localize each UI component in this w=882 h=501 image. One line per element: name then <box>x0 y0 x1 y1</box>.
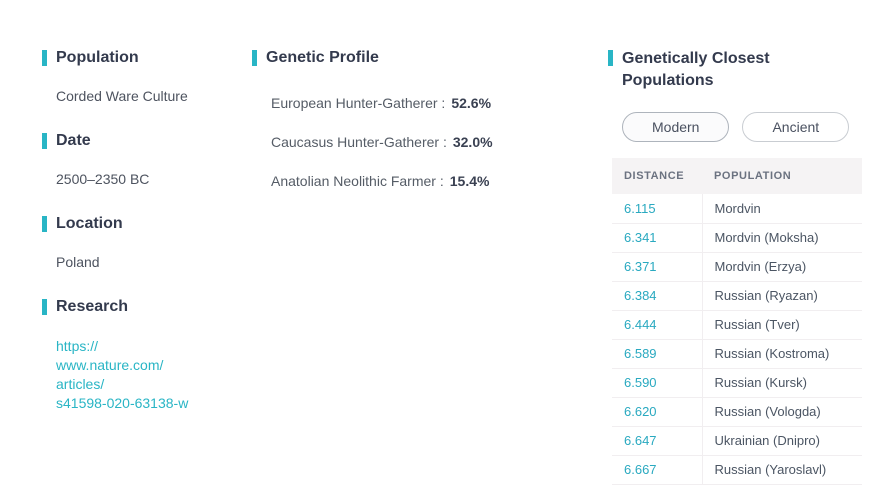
population-cell: Russian (Ryazan) <box>702 281 862 311</box>
research-link-line: https:// <box>56 338 99 354</box>
location-label: Location <box>56 215 123 232</box>
component-percentage: 15.4% <box>449 173 490 189</box>
population-cell: Mordvin <box>702 194 862 224</box>
profile-component: Caucasus Hunter-Gatherer : 32.0% <box>271 133 562 152</box>
table-row: 6.667 Russian (Yaroslavl) <box>612 455 862 485</box>
table-row: 6.589 Russian (Kostroma) <box>612 339 862 369</box>
research-link-line: s41598-020-63138-w <box>56 395 189 411</box>
distance-cell: 6.667 <box>612 455 703 485</box>
component-label: Anatolian Neolithic Farmer : <box>271 173 444 189</box>
table-row: 6.444 Russian (Tver) <box>612 310 862 340</box>
accent-bar <box>42 216 47 232</box>
location-section-header: Location <box>42 214 238 234</box>
accent-bar <box>252 50 257 66</box>
distance-cell: 6.590 <box>612 368 703 398</box>
population-value: Corded Ware Culture <box>56 88 188 104</box>
genetic-profile-panel: Genetic Profile European Hunter-Gatherer… <box>252 48 562 211</box>
profile-component: European Hunter-Gatherer : 52.6% <box>271 94 562 113</box>
profile-component: Anatolian Neolithic Farmer : 15.4% <box>271 172 562 191</box>
table-header-row: DISTANCE POPULATION <box>612 158 862 194</box>
genetic-profile-title: Genetic Profile <box>266 49 379 66</box>
population-cell: Mordvin (Moksha) <box>702 223 862 253</box>
distance-cell: 6.115 <box>612 194 703 224</box>
distance-cell: 6.444 <box>612 310 703 340</box>
genetic-profile-list: European Hunter-Gatherer : 52.6% Caucasus… <box>252 94 562 191</box>
genetic-profile-header: Genetic Profile <box>252 48 562 68</box>
table-row: 6.341 Mordvin (Moksha) <box>612 223 862 253</box>
distance-cell: 6.371 <box>612 252 703 282</box>
closest-populations-table: DISTANCE POPULATION 6.115 Mordvin 6.341 … <box>612 158 862 485</box>
date-value: 2500–2350 BC <box>56 171 150 187</box>
table-row: 6.384 Russian (Ryazan) <box>612 281 862 311</box>
closest-populations-header: Genetically Closest Populations <box>608 48 866 92</box>
distance-cell: 6.384 <box>612 281 703 311</box>
distance-cell: 6.341 <box>612 223 703 253</box>
population-cell: Russian (Vologda) <box>702 397 862 427</box>
population-section-header: Population <box>42 48 238 68</box>
table-row: 6.371 Mordvin (Erzya) <box>612 252 862 282</box>
accent-bar <box>42 50 47 66</box>
distance-column-header: DISTANCE <box>612 158 702 194</box>
population-cell: Russian (Kostroma) <box>702 339 862 369</box>
era-toggle-group: Modern Ancient <box>622 112 866 142</box>
distance-cell: 6.620 <box>612 397 703 427</box>
table-row: 6.590 Russian (Kursk) <box>612 368 862 398</box>
accent-bar <box>42 299 47 315</box>
population-cell: Russian (Yaroslavl) <box>702 455 862 485</box>
tab-ancient[interactable]: Ancient <box>742 112 850 142</box>
research-label: Research <box>56 298 129 315</box>
research-link-line: articles/ <box>56 376 105 392</box>
date-section-header: Date <box>42 131 238 151</box>
table-row: 6.115 Mordvin <box>612 194 862 224</box>
accent-bar <box>608 50 613 66</box>
research-paper-link[interactable]: https:// www.nature.com/ articles/ s4159… <box>42 337 238 413</box>
accent-bar <box>42 133 47 149</box>
population-label: Population <box>56 49 139 66</box>
component-percentage: 52.6% <box>451 95 492 111</box>
table-row: 6.620 Russian (Vologda) <box>612 397 862 427</box>
closest-populations-title: Genetically Closest Populations <box>622 50 770 89</box>
distance-cell: 6.589 <box>612 339 703 369</box>
sample-details-panel: Population Corded Ware Culture Date 2500… <box>42 48 238 413</box>
table-row: 6.647 Ukrainian (Dnipro) <box>612 426 862 456</box>
population-cell: Russian (Tver) <box>702 310 862 340</box>
population-column-header: POPULATION <box>702 158 862 194</box>
research-section-header: Research <box>42 297 238 317</box>
component-label: European Hunter-Gatherer : <box>271 95 446 111</box>
population-cell: Mordvin (Erzya) <box>702 252 862 282</box>
location-value: Poland <box>56 254 100 270</box>
research-link-line: www.nature.com/ <box>56 357 164 373</box>
closest-populations-panel: Genetically Closest Populations Modern A… <box>608 48 866 485</box>
tab-modern[interactable]: Modern <box>622 112 730 142</box>
component-percentage: 32.0% <box>452 134 493 150</box>
distance-cell: 6.647 <box>612 426 703 456</box>
date-label: Date <box>56 132 91 149</box>
population-cell: Ukrainian (Dnipro) <box>702 426 862 456</box>
population-cell: Russian (Kursk) <box>702 368 862 398</box>
component-label: Caucasus Hunter-Gatherer : <box>271 134 447 150</box>
